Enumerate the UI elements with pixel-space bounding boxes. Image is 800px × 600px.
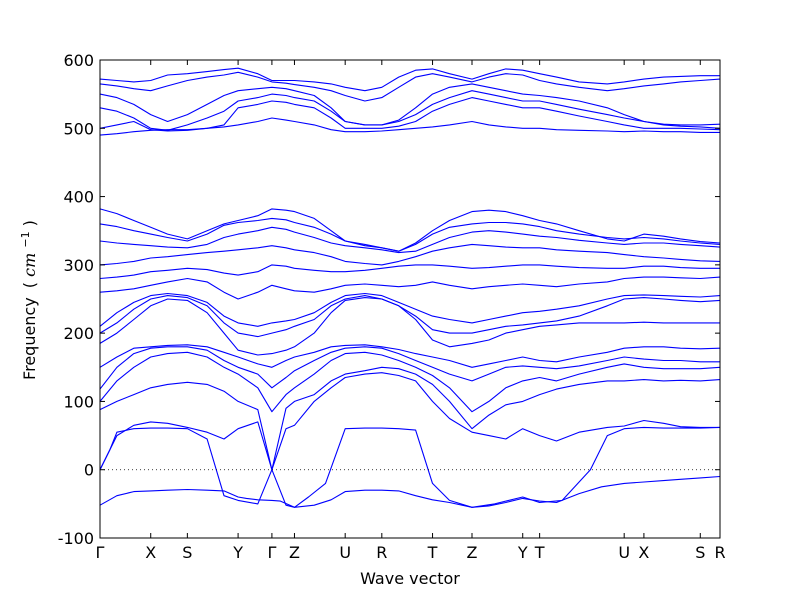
x-tick-label: R — [714, 543, 725, 562]
plot-frame — [99, 59, 721, 539]
x-tick-label: U — [339, 543, 351, 562]
plot-area — [100, 60, 720, 538]
y-tick-label: 0 — [84, 461, 94, 480]
band-line-14 — [99, 226, 721, 254]
band-lines — [99, 67, 721, 508]
x-tick-label: Z — [289, 543, 300, 562]
y-tick-label: 500 — [63, 119, 94, 138]
y-axis-unit-var: cm — [20, 253, 39, 277]
x-tick-label: U — [618, 543, 630, 562]
band-line-3 — [99, 372, 721, 471]
band-line-11 — [99, 276, 721, 300]
band-line-22 — [99, 71, 721, 102]
band-line-7 — [99, 344, 721, 368]
y-axis-title: Frequency ( cm −1 ) — [19, 220, 40, 380]
x-tick-label: S — [695, 543, 705, 562]
band-line-21 — [99, 67, 721, 92]
y-tick-label: 200 — [63, 324, 94, 343]
y-tick-label: -100 — [58, 529, 94, 548]
band-line-5 — [99, 351, 721, 413]
y-tick-label: 300 — [63, 256, 94, 275]
x-tick-label: Y — [232, 543, 243, 562]
x-tick-label: Z — [467, 543, 478, 562]
band-line-4 — [99, 366, 721, 471]
x-tick-label: R — [376, 543, 387, 562]
x-tick-label: S — [182, 543, 192, 562]
band-line-18 — [99, 97, 721, 132]
x-tick-label: Γ — [267, 543, 276, 562]
band-line-1 — [99, 475, 721, 508]
band-line-20 — [99, 83, 721, 126]
band-line-19 — [99, 90, 721, 131]
x-tick-label: T — [427, 543, 438, 562]
y-axis-unit-open: ( — [20, 282, 39, 288]
y-tick-label: 400 — [63, 188, 94, 207]
x-tick-label: Γ — [96, 543, 105, 562]
y-axis-unit-close: ) — [20, 220, 39, 226]
x-tick-label: X — [638, 543, 649, 562]
band-line-13 — [99, 243, 721, 266]
y-tick-label: 600 — [63, 51, 94, 70]
x-axis-title: Wave vector — [360, 569, 460, 588]
y-axis-unit-exp: −1 — [19, 231, 32, 247]
band-line-6 — [99, 346, 721, 390]
band-line-16 — [99, 208, 721, 252]
x-tick-label: Y — [517, 543, 528, 562]
y-axis-title-text: Frequency — [20, 297, 39, 380]
y-axis-ticks: -100 0 100 200 300 400 500 600 — [58, 51, 720, 548]
y-tick-label: 100 — [63, 392, 94, 411]
band-line-9 — [99, 295, 721, 338]
band-line-2 — [99, 426, 721, 508]
band-line-10 — [99, 292, 721, 327]
x-tick-label: X — [145, 543, 156, 562]
band-line-12 — [99, 264, 721, 280]
x-tick-label: T — [534, 543, 545, 562]
